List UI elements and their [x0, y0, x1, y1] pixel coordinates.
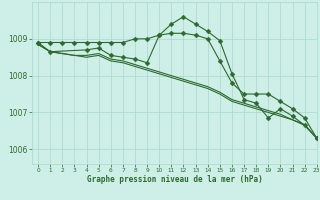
X-axis label: Graphe pression niveau de la mer (hPa): Graphe pression niveau de la mer (hPa) [86, 175, 262, 184]
